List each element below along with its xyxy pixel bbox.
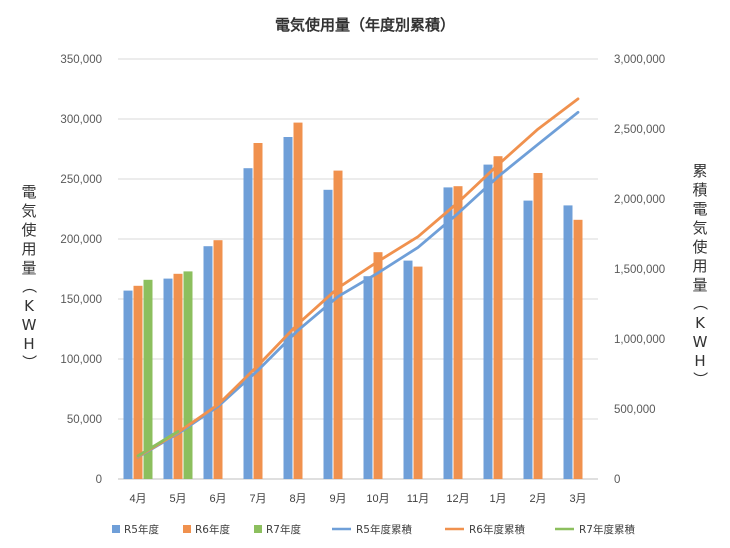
y-axis-label-char: （ <box>20 278 38 293</box>
bar <box>363 276 373 479</box>
bar <box>403 260 413 479</box>
bar <box>283 137 293 479</box>
bar <box>163 278 173 479</box>
y2-tick-label: 500,000 <box>614 404 656 416</box>
x-tick-label: 1月 <box>489 493 506 505</box>
y2-axis-label-char: 気 <box>692 219 707 237</box>
bar <box>483 164 493 479</box>
bars <box>123 122 583 480</box>
y2-axis-label-char: 積 <box>692 181 707 199</box>
bar <box>333 170 343 479</box>
y-axis-label-char: K <box>24 297 35 315</box>
y2-axis-label-char: 用 <box>692 257 707 275</box>
bar <box>183 271 193 479</box>
y2-tick-label: 1,000,000 <box>614 334 665 346</box>
legend-label: R7年度累積 <box>579 523 635 536</box>
y-axis-label-char: H <box>23 335 34 353</box>
bar <box>133 285 143 479</box>
series-line <box>136 97 580 458</box>
y2-axis-label-char: K <box>695 314 706 332</box>
bar <box>253 143 263 479</box>
y-axis-label-char: 使 <box>21 221 36 239</box>
x-tick-label: 6月 <box>209 493 226 505</box>
bar <box>323 189 333 480</box>
x-tick-label: 12月 <box>446 493 469 505</box>
chart-title: 電気使用量（年度別累積） <box>275 16 455 34</box>
y2-axis-label-char: H <box>694 352 705 370</box>
y-tick-label: 100,000 <box>60 354 102 366</box>
bar <box>243 168 253 479</box>
y2-axis-label-char: 量 <box>692 276 707 294</box>
y-axis-label-char: 電 <box>21 183 36 201</box>
bar <box>523 200 533 479</box>
y-axis-label-char: W <box>22 316 37 334</box>
y-axis-left-label: 電気使用量（ KWH） <box>20 183 38 370</box>
legend-label: R7年度 <box>266 523 301 536</box>
legend-label: R6年度 <box>195 523 230 536</box>
bar <box>573 219 583 480</box>
y2-axis-label-char: W <box>693 333 708 351</box>
legend-swatch <box>112 525 120 533</box>
legend-label: R5年度累積 <box>356 523 412 536</box>
x-tick-label: 2月 <box>529 493 546 505</box>
bar <box>533 173 543 479</box>
y-tick-label: 0 <box>96 474 102 486</box>
y2-tick-label: 0 <box>614 474 620 486</box>
y2-tick-label: 2,000,000 <box>614 194 665 206</box>
y2-tick-label: 1,500,000 <box>614 264 665 276</box>
x-tick-label: 4月 <box>129 493 146 505</box>
bar <box>203 246 213 479</box>
cumulative-lines <box>136 97 580 459</box>
x-axis-ticks: 4月 5月 6月 7月 8月 9月 10月 11月 12月 1月 2月 3月 <box>129 493 586 505</box>
x-tick-label: 5月 <box>169 493 186 505</box>
y2-axis-label-char: （ <box>691 295 709 310</box>
y2-axis-label-char: 累 <box>692 162 707 180</box>
bar <box>443 187 453 479</box>
x-tick-label: 9月 <box>329 493 346 505</box>
y-tick-label: 250,000 <box>60 174 102 186</box>
bar <box>453 186 463 479</box>
y2-axis-label-char: ） <box>691 371 709 386</box>
legend-swatch <box>254 525 262 533</box>
bar <box>413 266 423 479</box>
legend: R5年度 R6年度 R7年度 R5年度累積 R6年度累積 R7年度累積 <box>112 523 635 536</box>
x-tick-label: 10月 <box>366 493 389 505</box>
y-axis-label-char: 量 <box>21 259 36 277</box>
bar <box>293 122 303 479</box>
bar <box>213 240 223 479</box>
y-axis-label-char: 用 <box>21 240 36 258</box>
bar <box>563 205 573 479</box>
y2-axis-label-char: 使 <box>692 238 707 256</box>
x-tick-label: 3月 <box>569 493 586 505</box>
y-tick-label: 50,000 <box>67 414 102 426</box>
y-axis-left-ticks: 0 50,000 100,000 150,000 200,000 250,000 300,0… <box>60 54 102 486</box>
x-tick-label: 7月 <box>249 493 266 505</box>
y-tick-label: 300,000 <box>60 114 102 126</box>
y-tick-label: 200,000 <box>60 234 102 246</box>
bar <box>493 156 503 479</box>
bar <box>373 252 383 479</box>
bar <box>143 279 153 479</box>
y-axis-right-ticks: 0 500,000 1,000,000 1,500,000 2,000,000 2,500… <box>614 54 665 486</box>
x-tick-label: 8月 <box>289 493 306 505</box>
legend-label: R5年度 <box>124 523 159 536</box>
y-tick-label: 350,000 <box>60 54 102 66</box>
bar <box>123 290 133 479</box>
y2-tick-label: 2,500,000 <box>614 124 665 136</box>
legend-swatch <box>183 525 191 533</box>
y-axis-label-char: ） <box>20 354 38 369</box>
x-tick-label: 11月 <box>407 493 429 505</box>
y2-tick-label: 3,000,000 <box>614 54 665 66</box>
y-tick-label: 150,000 <box>60 294 102 306</box>
y2-axis-label-char: 電 <box>692 200 707 218</box>
legend-label: R6年度累積 <box>469 523 525 536</box>
bar <box>173 273 183 479</box>
series-line <box>136 430 180 458</box>
y-axis-label-char: 気 <box>21 202 36 220</box>
